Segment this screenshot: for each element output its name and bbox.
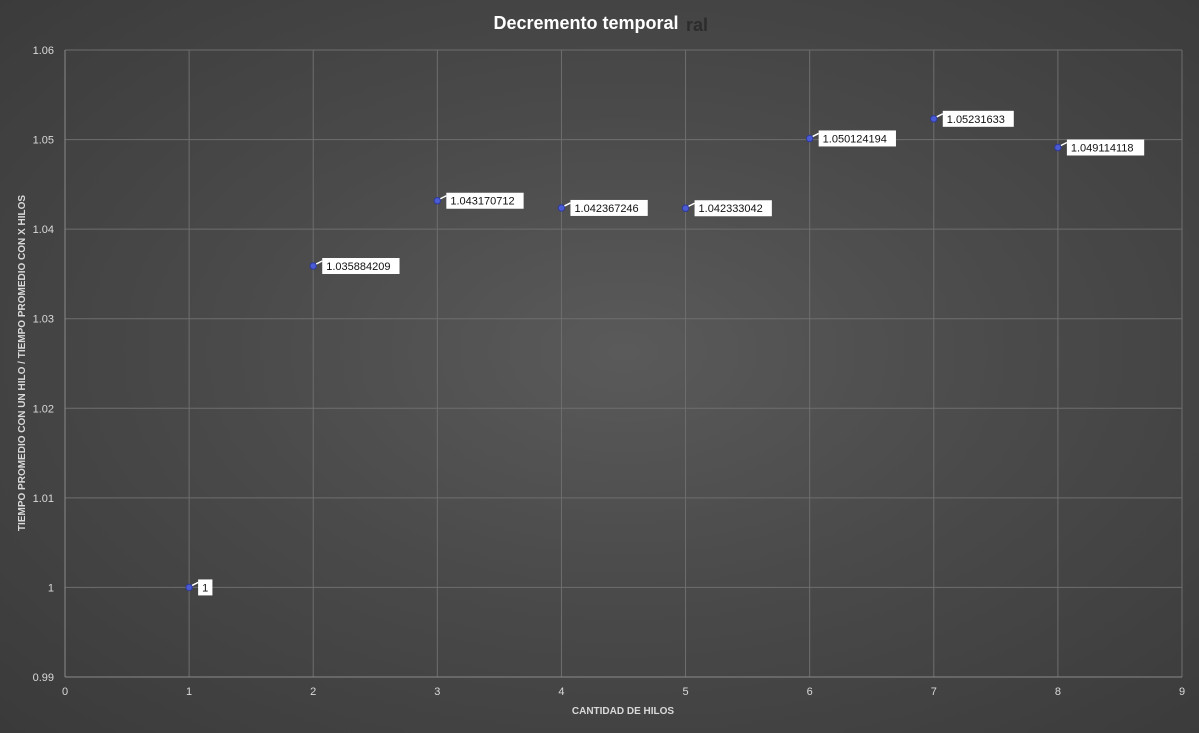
data-label: 1.043170712 [450, 196, 514, 208]
data-label-leader [688, 202, 695, 207]
x-tick-label: 8 [1055, 686, 1061, 698]
y-tick-label: 1.06 [33, 45, 54, 57]
data-label: 1 [202, 582, 208, 594]
y-tick-label: 1 [48, 582, 54, 594]
data-label-box [1066, 139, 1145, 156]
data-point [185, 583, 193, 592]
data-label-box [942, 110, 1014, 127]
y-tick-label: 1.02 [33, 403, 54, 415]
data-label-leader [315, 260, 323, 265]
x-tick-label: 9 [1179, 686, 1185, 698]
data-label-box [694, 200, 772, 217]
data-label: 1.050124194 [823, 133, 887, 145]
data-point [557, 204, 566, 212]
y-axis-ticks: 0.99 1 1.01 1.02 1.03 1.04 1.05 1.06 [33, 45, 54, 684]
y-tick-label: 1.01 [33, 493, 54, 505]
x-tick-label: 2 [310, 686, 316, 698]
x-tick-label: 6 [807, 686, 813, 698]
data-point [930, 115, 938, 123]
y-axis-title: TIEMPO PROMEDIO CON UN HILO / TIEMPO PRO… [17, 195, 28, 531]
x-tick-label: 7 [931, 686, 937, 698]
data-label-leader [564, 202, 571, 207]
y-tick-label: 1.05 [33, 135, 54, 147]
data-label-box [570, 199, 648, 216]
chart-title-group: ral Decremento temporal [493, 13, 708, 35]
gridlines [65, 49, 1183, 677]
chart-title-shadow: ral [686, 15, 708, 35]
data-label: 1.042367246 [574, 203, 638, 215]
data-label-leader [812, 132, 820, 138]
data-label-box [322, 258, 400, 275]
x-tick-label: 1 [186, 686, 192, 698]
x-tick-label: 0 [62, 686, 68, 698]
data-label: 1.05231633 [947, 114, 1005, 126]
data-label-leader [1060, 141, 1068, 147]
data-label: 1.049114118 [1071, 143, 1134, 155]
data-label: 1.042333042 [699, 203, 763, 215]
y-tick-label: 1.03 [33, 314, 54, 326]
data-label-box [818, 130, 896, 147]
y-tick-label: 0.99 [33, 672, 54, 684]
data-labels: 1 1.035884209 1.043170712 1.042367246 1.0423… [191, 110, 1145, 596]
chart-title: Decremento temporal [493, 13, 678, 33]
data-label-leader [439, 195, 447, 200]
x-axis-title: CANTIDAD DE HILOS [572, 706, 675, 717]
data-points [185, 115, 1062, 592]
data-point [309, 262, 317, 270]
data-label-leader [191, 581, 199, 587]
data-point [1054, 143, 1062, 152]
data-point [805, 134, 814, 143]
axes [64, 50, 1182, 678]
data-point [681, 204, 690, 212]
data-label-box [198, 579, 213, 596]
data-point [433, 197, 442, 205]
y-tick-label: 1.04 [33, 224, 54, 236]
data-label-box [446, 192, 524, 209]
x-tick-label: 3 [434, 686, 440, 698]
x-tick-label: 5 [682, 686, 688, 698]
data-label: 1.035884209 [326, 261, 390, 273]
x-tick-label: 4 [558, 686, 564, 698]
x-axis-ticks: 0 1 2 3 4 5 6 7 8 9 [62, 686, 1185, 698]
data-label-leader [936, 113, 944, 118]
